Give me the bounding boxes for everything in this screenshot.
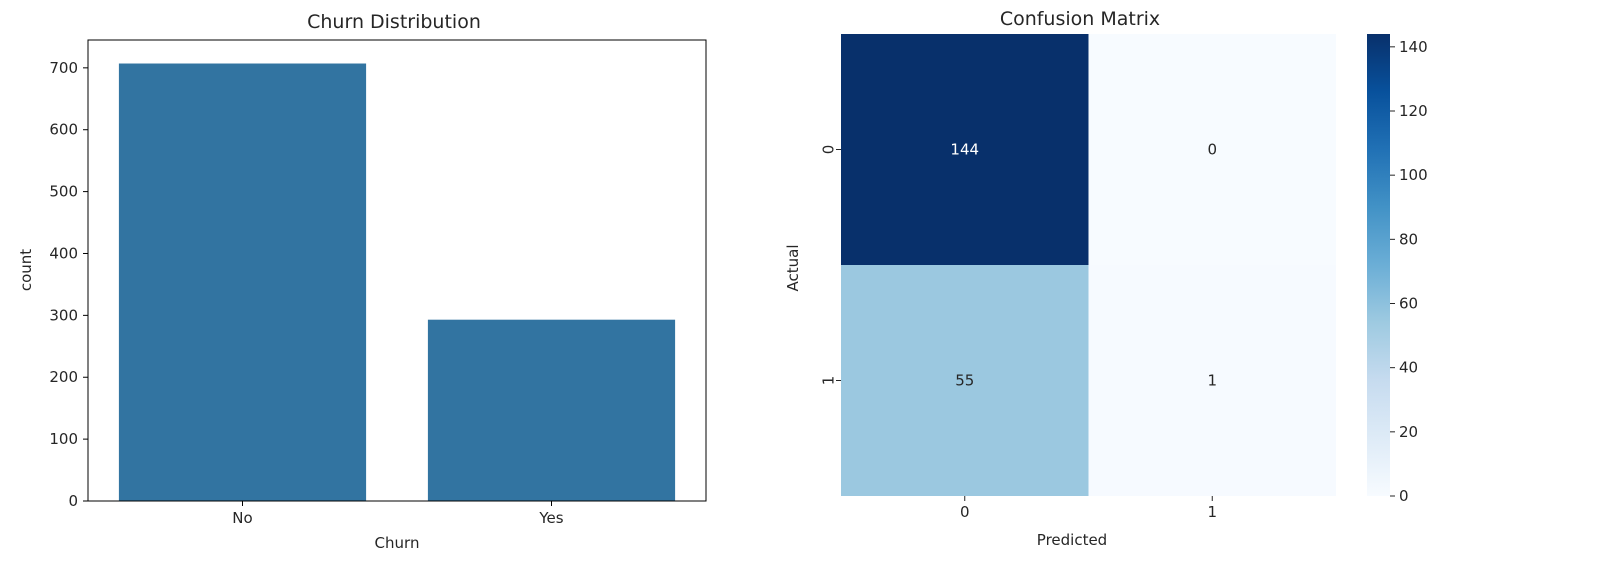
heatmap-cell-label: 144 — [950, 141, 979, 159]
y-tick-label: 100 — [49, 430, 78, 448]
bar-y-axis-label: count — [17, 249, 35, 291]
heatmap-x-tick-label: 0 — [960, 503, 970, 521]
heatmap-y-tick-label: 0 — [820, 145, 838, 155]
bar-yes — [427, 319, 676, 501]
x-tick-label: Yes — [538, 509, 563, 527]
heatmap-cell — [1088, 265, 1336, 496]
heatmap-cell — [841, 34, 1089, 265]
heatmap-x-tick-label: 1 — [1207, 503, 1217, 521]
bar-plot-frame — [87, 39, 707, 502]
heatmap-cell-label: 1 — [1207, 372, 1217, 390]
heatmap-cell — [841, 265, 1089, 496]
colorbar-ticks: 0 20 40 60 80 100 120 140 — [1390, 38, 1428, 505]
heatmap-title: Confusion Matrix — [1000, 8, 1160, 30]
y-tick-label: 200 — [49, 368, 78, 386]
heatmap-cell — [1088, 34, 1336, 265]
colorbar-tick-label: 80 — [1399, 230, 1418, 248]
bar-marks — [118, 63, 676, 501]
heatmap-x-axis-label: Predicted — [1037, 531, 1107, 549]
colorbar-tick-label: 120 — [1399, 102, 1428, 120]
colorbar-gradient — [1367, 34, 1390, 496]
colorbar-tick-label: 140 — [1399, 38, 1428, 56]
heatmap-y-tick-label: 1 — [820, 376, 838, 386]
y-tick-label: 0 — [68, 492, 78, 510]
heatmap-cells: 144 0 55 1 — [841, 34, 1336, 496]
colorbar-tick-label: 100 — [1399, 166, 1428, 184]
heatmap-cell-label: 0 — [1207, 141, 1217, 159]
bar-x-axis-label: Churn — [375, 534, 420, 552]
x-tick-label: No — [232, 509, 252, 527]
y-tick-label: 500 — [49, 183, 78, 201]
colorbar-tick-label: 20 — [1399, 423, 1418, 441]
y-tick-label: 400 — [49, 244, 78, 262]
bar-no — [118, 63, 367, 501]
bar-y-ticks: 0 100 200 300 400 500 600 700 — [49, 59, 88, 510]
colorbar-tick-label: 0 — [1399, 487, 1409, 505]
y-tick-label: 600 — [49, 121, 78, 139]
colorbar-tick-label: 60 — [1399, 295, 1418, 313]
colorbar: 0 20 40 60 80 100 120 140 — [1367, 34, 1428, 505]
heatmap-cell-label: 55 — [955, 372, 974, 390]
y-tick-label: 300 — [49, 306, 78, 324]
bar-x-ticks: No Yes — [232, 501, 564, 527]
bar-chart: Churn Distribution 0 100 200 300 400 500 600 70… — [17, 11, 707, 552]
colorbar-tick-label: 40 — [1399, 359, 1418, 377]
heatmap-y-axis-label: Actual — [784, 245, 802, 292]
y-tick-label: 700 — [49, 59, 78, 77]
heatmap-y-ticks: 01 — [820, 145, 841, 386]
bar-chart-title: Churn Distribution — [307, 11, 481, 33]
